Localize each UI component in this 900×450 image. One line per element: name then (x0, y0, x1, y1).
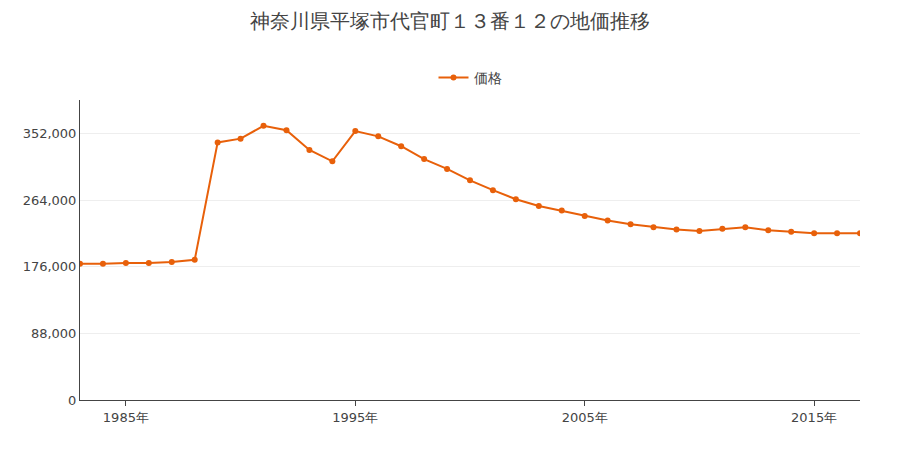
svg-text:神奈川県平塚市代官町１３番１２の地価推移: 神奈川県平塚市代官町１３番１２の地価推移 (250, 9, 650, 33)
svg-text:1985年: 1985年 (103, 410, 149, 425)
svg-text:1995年: 1995年 (332, 410, 378, 425)
svg-text:352,000: 352,000 (23, 126, 77, 141)
svg-text:2005年: 2005年 (562, 410, 608, 425)
svg-text:価格: 価格 (474, 70, 502, 86)
svg-text:264,000: 264,000 (23, 193, 77, 208)
svg-text:2015年: 2015年 (791, 410, 837, 425)
svg-text:0: 0 (68, 393, 76, 408)
svg-text:88,000: 88,000 (31, 326, 77, 341)
svg-text:176,000: 176,000 (23, 259, 77, 274)
